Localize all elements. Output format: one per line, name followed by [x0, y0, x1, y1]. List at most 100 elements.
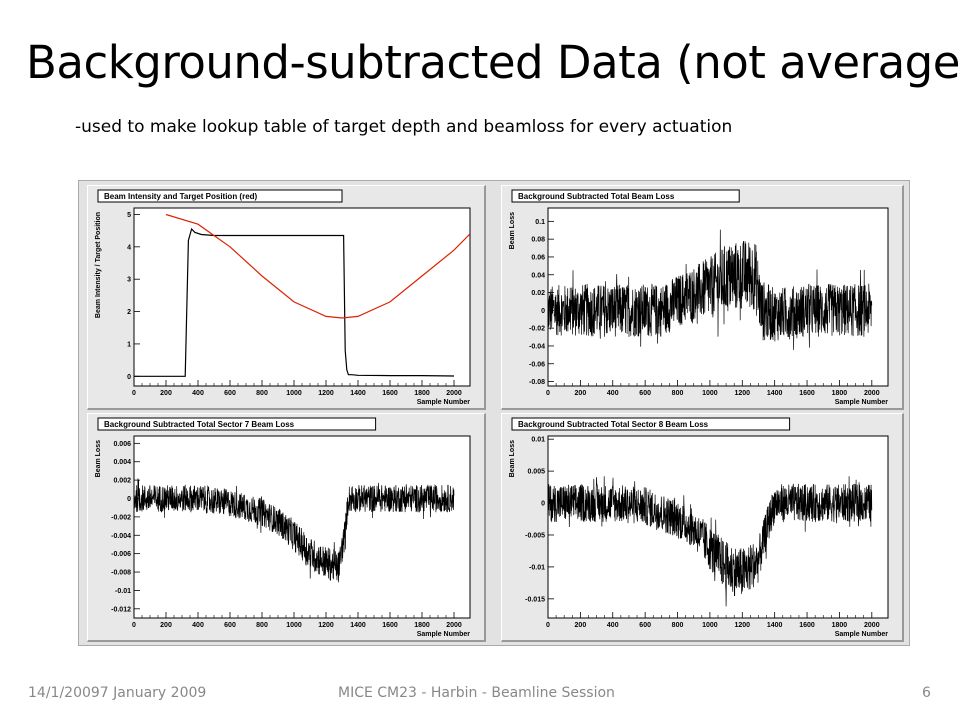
chart-title: Background Subtracted Total Beam Loss	[518, 192, 675, 201]
x-tick-label: 600	[224, 390, 236, 397]
x-tick-label: 1400	[350, 390, 366, 397]
slide-title: Background-subtracted Data (not averaged…	[26, 36, 960, 89]
series-line-1	[165, 213, 470, 319]
y-axis-label: Beam Loss	[509, 212, 516, 249]
x-tick-label: 0	[132, 390, 136, 397]
y-tick-label: 0.002	[113, 478, 131, 485]
x-tick-label: 1800	[832, 622, 848, 629]
chart-title-box	[97, 189, 343, 203]
chart-panel-beam-intensity: Beam Intensity and Target Position (red)…	[87, 185, 486, 410]
y-tick-label: 1	[127, 341, 131, 348]
y-tick-label: 2	[127, 309, 131, 316]
y-tick-label: 5	[127, 212, 131, 219]
chart-title: Beam Intensity and Target Position (red)	[104, 192, 258, 201]
chart-panel-sector8-beam-loss: Background Subtracted Total Sector 8 Bea…	[501, 413, 904, 642]
x-tick-label: 400	[192, 390, 204, 397]
x-tick-label: 1000	[702, 390, 718, 397]
y-tick-label: -0.02	[529, 326, 545, 333]
chart-title-box	[511, 189, 740, 203]
y-tick-label: 3	[127, 277, 131, 284]
x-tick-label: 800	[672, 390, 684, 397]
page-number: 6	[922, 685, 931, 701]
y-tick-label: 0.004	[113, 459, 131, 466]
chart-sector7-beam-loss: Background Subtracted Total Sector 7 Bea…	[95, 417, 471, 638]
x-tick-label: 2000	[864, 390, 880, 397]
chart-sector8-beam-loss: Background Subtracted Total Sector 8 Bea…	[509, 417, 889, 638]
x-tick-label: 1800	[414, 390, 430, 397]
x-tick-label: 1400	[767, 622, 783, 629]
x-tick-label: 0	[546, 622, 550, 629]
x-tick-label: 400	[607, 390, 619, 397]
x-tick-label: 200	[575, 390, 587, 397]
footer-date: 14/1/20097 January 2009	[28, 685, 207, 701]
x-tick-label: 1200	[734, 622, 750, 629]
x-tick-label: 1800	[832, 390, 848, 397]
y-tick-label: 0.01	[531, 437, 545, 444]
y-tick-label: 0.08	[531, 237, 545, 244]
y-axis-label: Beam Loss	[95, 440, 102, 477]
y-tick-label: -0.06	[529, 361, 545, 368]
y-tick-label: -0.08	[529, 379, 545, 386]
y-tick-label: -0.01	[529, 564, 545, 571]
x-tick-label: 1200	[318, 390, 334, 397]
x-tick-label: 2000	[446, 622, 462, 629]
chart-total-beam-loss: Background Subtracted Total Beam Loss 0 20…	[509, 189, 889, 406]
x-tick-label: 1400	[350, 622, 366, 629]
x-tick-label: 200	[575, 622, 587, 629]
x-tick-label: 800	[256, 390, 268, 397]
x-tick-label: 1400	[767, 390, 783, 397]
plot-frame	[547, 435, 889, 619]
series-line-0	[134, 227, 455, 377]
y-tick-label: 0.006	[113, 441, 131, 448]
y-tick-label: -0.008	[111, 570, 131, 577]
x-tick-label: 0	[132, 622, 136, 629]
x-tick-label: 600	[224, 622, 236, 629]
x-axis-label: Sample Number	[835, 399, 889, 406]
y-tick-label: 0.04	[531, 272, 545, 279]
y-tick-label: 0.005	[527, 469, 545, 476]
y-tick-label: -0.005	[525, 532, 545, 539]
chart-title: Background Subtracted Total Sector 8 Bea…	[518, 420, 709, 429]
x-axis-label: Sample Number	[417, 399, 471, 406]
y-tick-label: 0	[541, 501, 545, 508]
chart-title-box	[97, 417, 377, 431]
x-tick-label: 200	[160, 390, 172, 397]
chart-panel-total-beam-loss: Background Subtracted Total Beam Loss 0 20…	[501, 185, 904, 410]
x-tick-label: 1600	[799, 390, 815, 397]
y-tick-label: 0.06	[531, 254, 545, 261]
x-tick-label: 1000	[286, 390, 302, 397]
chart-panel-sector7-beam-loss: Background Subtracted Total Sector 7 Bea…	[87, 413, 486, 642]
x-tick-label: 1000	[702, 622, 718, 629]
x-tick-label: 600	[639, 390, 651, 397]
slide-subtitle: -used to make lookup table of target dep…	[75, 117, 733, 137]
y-tick-label: 0	[127, 496, 131, 503]
x-tick-label: 1600	[799, 622, 815, 629]
x-tick-label: 1200	[318, 622, 334, 629]
y-tick-label: 0	[541, 308, 545, 315]
y-tick-label: -0.04	[529, 343, 545, 350]
y-tick-label: -0.01	[115, 588, 131, 595]
plot-frame	[133, 435, 471, 619]
series-line-0	[548, 476, 873, 607]
x-axis-label: Sample Number	[417, 631, 471, 638]
x-tick-label: 800	[672, 622, 684, 629]
x-tick-label: 600	[639, 622, 651, 629]
x-tick-label: 1000	[286, 622, 302, 629]
x-tick-label: 1600	[382, 622, 398, 629]
x-tick-label: 200	[160, 622, 172, 629]
y-axis-label: Beam Intensity / Target Position	[95, 212, 102, 318]
x-tick-label: 0	[546, 390, 550, 397]
x-tick-label: 2000	[446, 390, 462, 397]
plot-frame	[133, 207, 471, 387]
y-axis-label: Beam Loss	[509, 440, 516, 477]
chart-title: Background Subtracted Total Sector 7 Bea…	[104, 420, 295, 429]
y-tick-label: -0.015	[525, 596, 545, 603]
x-tick-label: 1800	[414, 622, 430, 629]
chart-beam-intensity: Beam Intensity and Target Position (red)…	[95, 189, 471, 406]
series-line-0	[134, 478, 455, 583]
y-tick-label: -0.012	[111, 606, 131, 613]
x-tick-label: 1200	[734, 390, 750, 397]
x-tick-label: 400	[192, 622, 204, 629]
y-tick-label: 0.1	[535, 219, 545, 226]
y-tick-label: 0	[127, 374, 131, 381]
